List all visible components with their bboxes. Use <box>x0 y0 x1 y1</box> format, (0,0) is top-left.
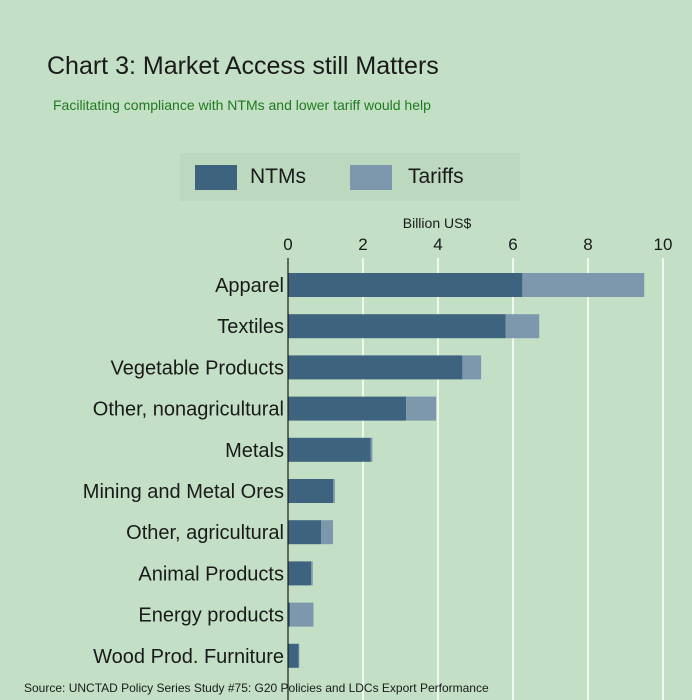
legend: NTMs Tariffs <box>180 153 520 201</box>
category-label: Other, nonagricultural <box>93 399 284 421</box>
bar-ntms <box>288 561 312 586</box>
category-label: Energy products <box>138 605 284 627</box>
bar-ntms <box>288 520 321 545</box>
category-label: Textiles <box>217 316 284 338</box>
x-tick-label: 0 <box>283 235 292 254</box>
legend-label-tariffs: Tariffs <box>408 165 464 188</box>
bar-tariffs <box>462 355 482 380</box>
bar-ntms <box>288 602 291 627</box>
legend-label-ntms: NTMs <box>250 165 306 188</box>
x-tick-label: 6 <box>508 235 517 254</box>
x-tick-label: 8 <box>583 235 592 254</box>
category-label: Apparel <box>215 275 284 297</box>
x-axis-label: Billion US$ <box>403 215 472 231</box>
bar-ntms <box>288 479 333 503</box>
bar-tariffs <box>522 273 645 297</box>
bar-tariffs <box>311 561 313 586</box>
x-tick-label: 10 <box>654 235 673 254</box>
category-label: Wood Prod. Furniture <box>93 646 284 668</box>
category-label: Mining and Metal Ores <box>83 481 284 503</box>
category-label: Metals <box>225 440 284 462</box>
bar-tariffs <box>505 314 540 339</box>
legend-swatch-ntms <box>195 165 237 190</box>
chart-title: Chart 3: Market Access still Matters <box>47 52 439 80</box>
category-label: Animal Products <box>138 563 284 585</box>
bar-tariffs <box>298 643 300 668</box>
bar-tariffs <box>321 520 333 545</box>
bar-ntms <box>288 643 299 668</box>
legend-swatch-tariffs <box>350 165 392 190</box>
bar-ntms <box>288 314 506 339</box>
category-label: Vegetable Products <box>111 357 284 379</box>
x-tick-label: 2 <box>358 235 367 254</box>
chart-subtitle: Facilitating compliance with NTMs and lo… <box>53 97 431 113</box>
bar-tariffs <box>370 437 373 462</box>
bar-ntms <box>288 273 523 297</box>
category-label: Other, agricultural <box>126 522 284 544</box>
bar-tariffs <box>333 479 335 503</box>
bar-ntms <box>288 396 407 421</box>
bar-tariffs <box>290 602 314 627</box>
bar-ntms <box>288 437 371 462</box>
bar-ntms <box>288 355 463 380</box>
chart-source: Source: UNCTAD Policy Series Study #75: … <box>24 681 489 695</box>
x-tick-label: 4 <box>433 235 442 254</box>
bar-tariffs <box>406 396 437 421</box>
